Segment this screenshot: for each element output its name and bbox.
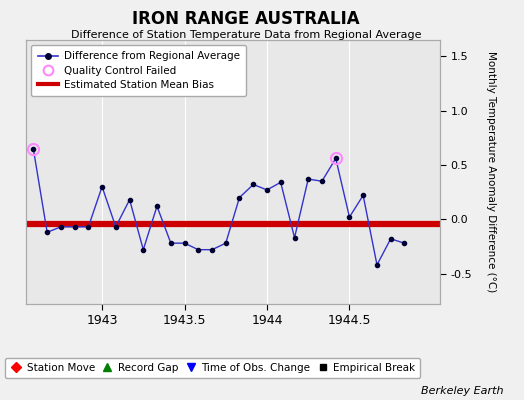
Text: Berkeley Earth: Berkeley Earth [421,386,503,396]
Y-axis label: Monthly Temperature Anomaly Difference (°C): Monthly Temperature Anomaly Difference (… [486,51,496,293]
Text: Difference of Station Temperature Data from Regional Average: Difference of Station Temperature Data f… [71,30,421,40]
Legend: Station Move, Record Gap, Time of Obs. Change, Empirical Break: Station Move, Record Gap, Time of Obs. C… [5,358,420,378]
Text: IRON RANGE AUSTRALIA: IRON RANGE AUSTRALIA [133,10,360,28]
